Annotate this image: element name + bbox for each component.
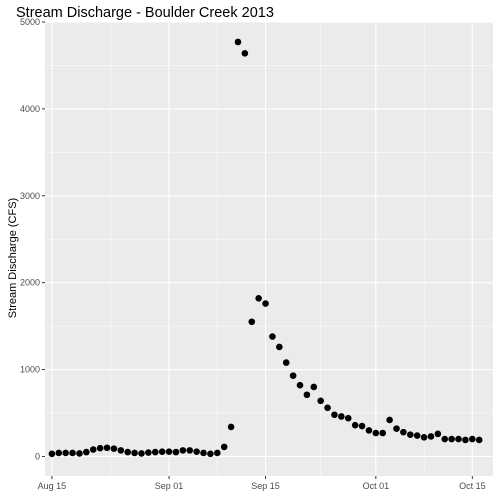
y-tick-label: 1000 xyxy=(20,365,40,375)
data-point xyxy=(117,447,125,454)
data-points xyxy=(48,38,483,458)
data-point xyxy=(469,435,476,443)
data-point xyxy=(441,435,449,443)
x-tick-label: Sep 15 xyxy=(251,481,280,491)
data-point xyxy=(145,449,152,456)
data-point xyxy=(462,436,469,444)
data-point xyxy=(76,450,83,457)
data-point xyxy=(131,449,138,457)
data-point xyxy=(448,435,455,443)
data-point xyxy=(420,434,428,441)
data-point xyxy=(434,430,442,438)
data-point xyxy=(344,414,352,422)
data-point xyxy=(124,448,132,456)
data-point xyxy=(186,447,194,454)
data-point xyxy=(413,432,421,439)
data-point xyxy=(96,444,104,452)
data-point xyxy=(475,436,483,444)
data-point xyxy=(303,391,311,399)
data-point xyxy=(69,449,76,457)
data-point xyxy=(386,416,393,424)
data-point xyxy=(193,448,200,455)
data-point xyxy=(151,448,159,456)
data-point xyxy=(158,448,166,455)
data-point xyxy=(214,449,221,457)
data-point xyxy=(282,359,290,366)
data-point xyxy=(62,449,69,457)
data-point xyxy=(406,431,414,439)
data-point xyxy=(89,446,97,453)
y-tick-label: 5000 xyxy=(20,17,40,27)
data-point xyxy=(331,411,338,419)
data-point xyxy=(172,448,180,456)
y-tick-label: 3000 xyxy=(20,191,40,201)
y-tick-label: 2000 xyxy=(20,278,40,288)
data-point xyxy=(455,435,462,443)
data-point xyxy=(289,372,297,379)
x-tick-label: Oct 15 xyxy=(459,481,486,491)
data-point xyxy=(393,425,400,432)
data-point xyxy=(317,397,324,405)
chart-title: Stream Discharge - Boulder Creek 2013 xyxy=(16,5,274,21)
data-point xyxy=(234,38,242,46)
y-axis-label: Stream Discharge (CFS) xyxy=(7,198,19,318)
data-point xyxy=(262,300,269,307)
data-point xyxy=(200,449,207,457)
data-point xyxy=(138,450,145,457)
data-point xyxy=(351,421,359,429)
data-point xyxy=(55,449,63,457)
data-point xyxy=(400,428,407,436)
data-point xyxy=(427,433,435,440)
data-point xyxy=(379,429,387,437)
data-point xyxy=(241,49,249,57)
data-point xyxy=(358,422,366,430)
x-tick-label: Oct 01 xyxy=(363,481,390,491)
y-tick-label: 4000 xyxy=(20,104,40,114)
data-point xyxy=(103,444,111,452)
minor-gridlines xyxy=(45,22,493,476)
data-point xyxy=(83,448,90,456)
data-point xyxy=(48,450,56,458)
data-point xyxy=(110,445,118,452)
x-tick-label: Aug 15 xyxy=(38,481,67,491)
data-point xyxy=(276,343,283,351)
major-gridlines xyxy=(45,21,493,476)
data-point xyxy=(220,443,228,451)
data-point xyxy=(338,413,345,420)
y-tick-label: 0 xyxy=(35,451,40,461)
data-point xyxy=(324,404,331,412)
data-point xyxy=(372,429,380,437)
data-point xyxy=(296,381,304,389)
data-point xyxy=(227,423,235,431)
y-axis: 0 1000 2000 3000 4000 5000 xyxy=(20,17,45,461)
x-axis: Aug 15 Sep 01 Sep 15 Oct 01 Oct 15 xyxy=(38,476,486,491)
data-point xyxy=(165,448,173,455)
data-point xyxy=(179,447,187,454)
x-tick-label: Sep 01 xyxy=(155,481,184,491)
data-point xyxy=(255,295,262,302)
data-point xyxy=(365,427,373,434)
data-point xyxy=(269,333,276,340)
data-point xyxy=(310,383,318,391)
data-point xyxy=(207,450,214,458)
data-point xyxy=(248,318,256,326)
plot-panel xyxy=(45,22,493,476)
